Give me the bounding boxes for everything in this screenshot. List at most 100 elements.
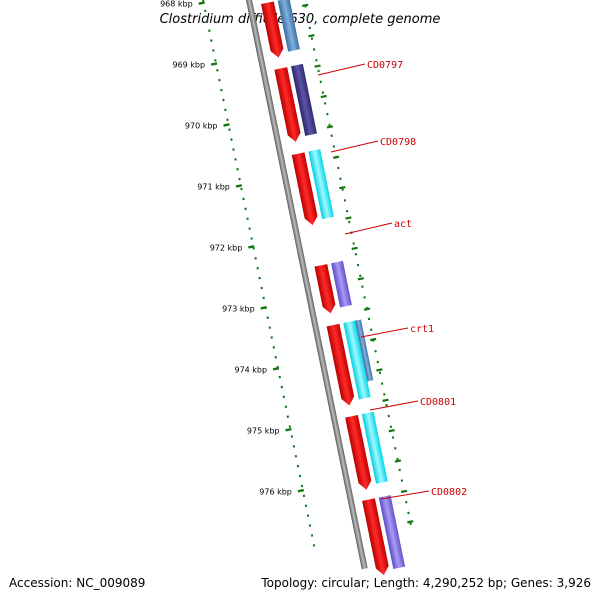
outer-dot bbox=[308, 26, 311, 30]
outer-tick bbox=[302, 3, 309, 8]
outer-dot bbox=[400, 479, 404, 482]
ruler-dot bbox=[282, 395, 286, 399]
outer-dot bbox=[394, 447, 397, 450]
cds-arrow bbox=[274, 67, 301, 142]
ruler-dot bbox=[232, 148, 235, 151]
gene-label: CD0798 bbox=[380, 137, 416, 148]
ruler-dot bbox=[296, 464, 300, 468]
ruler-dot bbox=[204, 9, 207, 13]
cds-arrow bbox=[362, 498, 389, 576]
ruler-dot bbox=[312, 544, 316, 547]
outer-tick bbox=[394, 459, 402, 463]
outer-dot bbox=[345, 209, 349, 213]
ruler-dot bbox=[246, 217, 249, 221]
gene-callouts: CD0797 CD0798 act crt1 CD0801 CD0802 bbox=[317, 60, 467, 500]
ruler-label: 973 kbp bbox=[222, 304, 255, 313]
ruler-track bbox=[198, 0, 316, 547]
gene-callout-line bbox=[317, 63, 366, 76]
outer-dot bbox=[356, 263, 360, 267]
gene-callout-line bbox=[380, 490, 430, 500]
outer-dot bbox=[352, 242, 355, 245]
ruler-dot bbox=[210, 39, 213, 42]
gene-bar-secondary bbox=[355, 319, 374, 382]
ruler-dot bbox=[220, 88, 223, 92]
ruler-dot bbox=[284, 405, 288, 409]
cds-arrow bbox=[345, 414, 372, 490]
ruler-dot bbox=[288, 425, 292, 428]
ruler-dot bbox=[242, 197, 245, 201]
feature-separator bbox=[303, 220, 346, 231]
ruler-dot bbox=[248, 227, 251, 230]
gene-bar bbox=[343, 320, 371, 400]
outer-dot bbox=[387, 414, 390, 418]
feature-separator bbox=[269, 53, 312, 63]
ruler-dot bbox=[212, 49, 215, 52]
gene-bar bbox=[378, 495, 406, 570]
gene-bar bbox=[331, 260, 352, 308]
outer-dot bbox=[306, 15, 309, 19]
ruler-dot bbox=[230, 138, 233, 141]
ruler-label: 969 kbp bbox=[172, 61, 205, 70]
outer-dot bbox=[385, 403, 388, 407]
outer-tick bbox=[407, 520, 414, 524]
ruler-major-tick bbox=[297, 488, 305, 493]
outer-dot bbox=[321, 91, 325, 94]
ruler-dot bbox=[302, 494, 306, 498]
ruler-dot bbox=[256, 266, 259, 270]
ruler-dot bbox=[222, 98, 225, 102]
ruler-dot bbox=[270, 336, 273, 339]
outer-tick bbox=[376, 368, 383, 372]
outer-dot bbox=[323, 102, 327, 105]
outer-dot bbox=[339, 177, 342, 181]
ruler-dot bbox=[234, 158, 237, 161]
ruler-major-tick bbox=[285, 427, 292, 432]
ruler-label: 974 kbp bbox=[234, 365, 267, 374]
outer-dot bbox=[374, 349, 377, 353]
ruler-major-tick bbox=[198, 1, 205, 5]
outer-dot bbox=[326, 112, 329, 116]
gene-callout-line bbox=[330, 140, 379, 153]
cds-arrow bbox=[314, 264, 336, 314]
ruler-dot bbox=[272, 346, 275, 349]
ruler-label: 975 kbp bbox=[247, 426, 280, 435]
ruler-dot bbox=[294, 454, 298, 458]
ruler-dot bbox=[310, 534, 314, 537]
gene-callout-line bbox=[360, 327, 409, 338]
gene-bar bbox=[361, 411, 388, 484]
ruler-major-tick bbox=[248, 245, 255, 249]
cds-arrow bbox=[261, 1, 284, 58]
gene-callout-line bbox=[344, 222, 393, 235]
accession-text: Accession: NC_009089 bbox=[9, 576, 146, 590]
ruler-dot bbox=[280, 385, 284, 389]
outer-tick bbox=[357, 277, 364, 281]
gene-label: CD0801 bbox=[420, 397, 456, 408]
ruler-label: 968 kbp bbox=[160, 0, 193, 9]
topology-text: Topology: circular; Length: 4,290,252 bp… bbox=[261, 576, 591, 590]
feature-band bbox=[198, 0, 417, 581]
ruler-labels: 968 kbp 969 kbp 970 kbp 971 kbp 972 kbp 973 k… bbox=[160, 0, 292, 496]
feature-separator bbox=[374, 570, 417, 581]
gene-label: CD0802 bbox=[431, 487, 467, 498]
outer-dot bbox=[328, 123, 331, 127]
ruler-dot bbox=[240, 187, 243, 191]
ruler-dot bbox=[308, 524, 312, 527]
ruler-dot bbox=[236, 167, 239, 171]
ruler-dot bbox=[290, 435, 294, 438]
cds-arrow bbox=[326, 323, 355, 406]
outer-dot bbox=[363, 296, 366, 299]
gene-bar bbox=[291, 63, 317, 136]
outer-dot bbox=[361, 285, 364, 288]
outer-tick bbox=[382, 398, 389, 402]
ruler-label: 970 kbp bbox=[185, 122, 218, 131]
outer-tick bbox=[326, 125, 334, 129]
feature-separator bbox=[286, 137, 329, 148]
outer-dot bbox=[409, 522, 412, 526]
outer-dot bbox=[348, 220, 351, 224]
outer-dot bbox=[354, 252, 358, 256]
ruler-dot bbox=[254, 257, 257, 260]
outer-dot bbox=[359, 274, 362, 278]
genome-backbone bbox=[232, 0, 368, 570]
ruler-dot bbox=[268, 326, 271, 329]
outer-tick bbox=[332, 155, 340, 159]
outer-dot bbox=[389, 425, 393, 429]
